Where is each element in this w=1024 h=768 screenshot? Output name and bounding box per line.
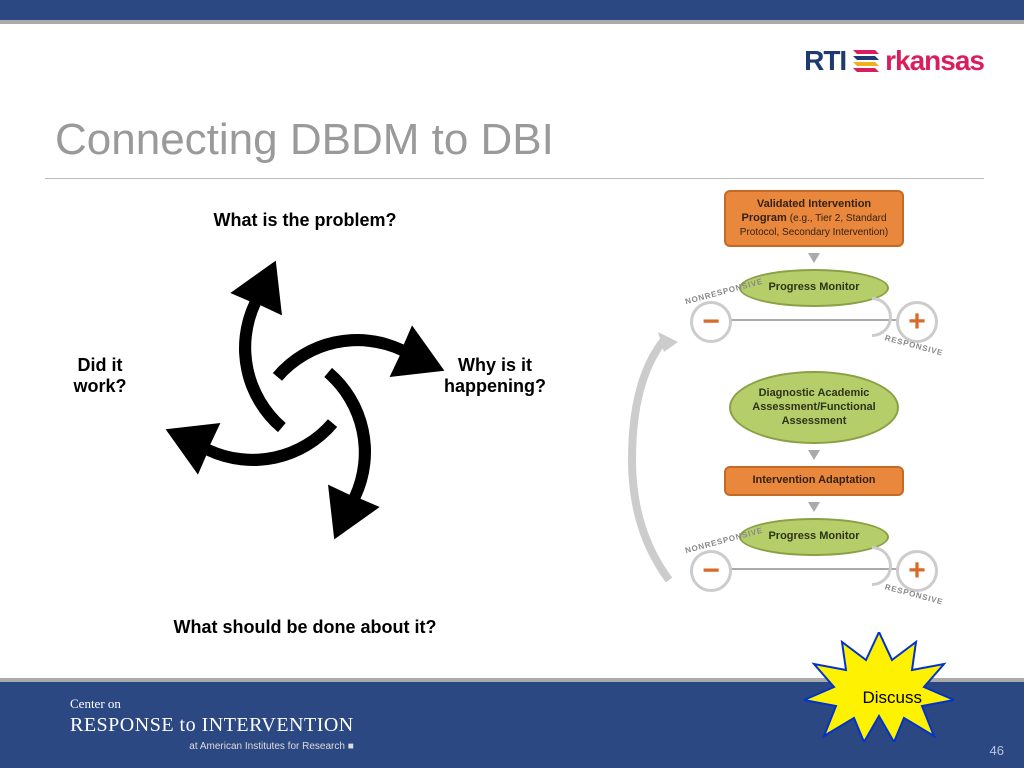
page-title: Connecting DBDM to DBI xyxy=(55,115,554,165)
footer-line3: at American Institutes for Research ■ xyxy=(70,741,354,752)
fc-intervention-adaptation: Intervention Adaptation xyxy=(724,466,904,496)
fc-validated-intervention: Validated Intervention Program (e.g., Ti… xyxy=(724,190,904,247)
minus-icon: − xyxy=(690,550,732,592)
discuss-label: Discuss xyxy=(862,688,922,708)
logo-text-arkansas: rkansas xyxy=(885,45,984,77)
footer-branding: Center on RESPONSE to INTERVENTION at Am… xyxy=(70,696,354,752)
logo-text-rti: RTI xyxy=(804,45,846,77)
cycle-arrows-icon xyxy=(155,230,455,570)
discuss-starburst-icon xyxy=(804,632,954,742)
footer-line1: Center on xyxy=(70,696,354,712)
feedback-loop-arrow-icon xyxy=(624,330,684,590)
arrow-down-icon xyxy=(808,253,820,263)
header-bar xyxy=(0,0,1024,24)
dbdm-cycle-diagram: What is the problem? Why is it happening… xyxy=(60,200,550,630)
fc-diagnostic-assessment: Diagnostic Academic Assessment/Functiona… xyxy=(729,371,899,444)
minus-icon: − xyxy=(690,301,732,343)
plus-icon: + xyxy=(896,301,938,343)
arkansas-flag-icon xyxy=(853,50,879,72)
arrow-down-icon xyxy=(808,502,820,512)
fc-branch-2: − + NONRESPONSIVE RESPONSIVE xyxy=(684,562,944,614)
arrow-down-icon xyxy=(808,450,820,460)
cycle-label-bottom: What should be done about it? xyxy=(170,617,440,638)
fc-branch-1: − + NONRESPONSIVE RESPONSIVE xyxy=(684,313,944,365)
cycle-label-top: What is the problem? xyxy=(170,210,440,231)
cycle-label-left: Did it work? xyxy=(55,355,145,397)
plus-icon: + xyxy=(896,550,938,592)
page-number: 46 xyxy=(990,743,1004,758)
rti-arkansas-logo: RTI rkansas xyxy=(804,45,984,77)
title-underline xyxy=(45,178,984,179)
dbi-flowchart: Validated Intervention Program (e.g., Ti… xyxy=(654,190,974,640)
footer-line2: RESPONSE to INTERVENTION xyxy=(70,714,354,737)
